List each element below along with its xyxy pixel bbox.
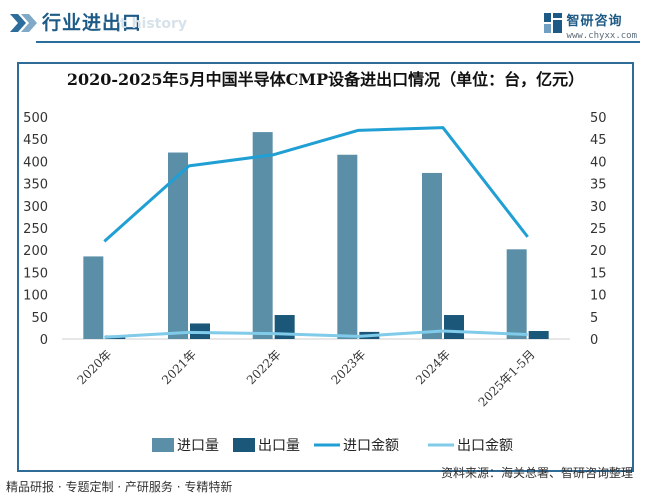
y-left-tick-label: 250 [23, 222, 48, 237]
x-tick-label: 2024年 [413, 347, 453, 387]
y-right-tick-label: 35 [590, 178, 607, 193]
brand-logo-icon [543, 13, 562, 33]
header: 行业进出口 t history 智研咨询 www.chyxx.com [0, 0, 651, 46]
bar-export-volume [444, 315, 464, 339]
x-tick-label: 2020年 [74, 347, 114, 387]
y-left-tick-label: 100 [23, 289, 48, 304]
y-left-tick-label: 0 [40, 333, 48, 348]
bar-import-volume [168, 152, 188, 339]
y-left-tick-label: 450 [23, 133, 48, 148]
y-right-tick-label: 50 [590, 111, 607, 126]
y-right-tick-label: 25 [590, 222, 607, 237]
legend-label: 进口量 [177, 438, 219, 454]
double-chevron-icon [10, 14, 37, 32]
brand-url: www.chyxx.com [566, 31, 637, 41]
y-right-tick-label: 0 [590, 333, 598, 348]
footer-services: 精品研报 · 专题定制 · 产研服务 · 专精特新 [6, 480, 233, 494]
legend-swatch [152, 438, 174, 452]
y-right-tick-label: 45 [590, 133, 607, 148]
header-divider [36, 41, 640, 43]
y-right-tick-label: 40 [590, 155, 607, 170]
y-left-tick-label: 200 [23, 244, 48, 259]
y-right-tick-label: 5 [590, 311, 598, 326]
x-tick-label: 2021年 [159, 347, 199, 387]
x-tick-label: 2022年 [244, 347, 284, 387]
y-left-tick-label: 300 [23, 200, 48, 215]
bar-import-volume [252, 132, 273, 339]
brand: 智研咨询 www.chyxx.com [543, 10, 637, 41]
legend-label: 出口金额 [457, 438, 513, 454]
y-left-tick-label: 150 [23, 266, 48, 281]
bar-import-volume [506, 249, 527, 339]
chart-frame [17, 62, 634, 472]
y-right-axis: 0 5 10 15 20 25 30 35 40 45 50 [590, 111, 607, 348]
footer-source: 资料来源：海关总署、智研咨询整理 [440, 466, 633, 480]
legend-label: 进口金额 [343, 438, 399, 454]
x-tick-label: 2023年 [328, 347, 368, 387]
y-right-tick-label: 10 [590, 289, 607, 304]
bars [83, 132, 549, 339]
bar-export-volume [528, 331, 549, 339]
y-right-tick-label: 15 [590, 266, 607, 281]
brand-name: 智研咨询 [566, 14, 623, 29]
legend: 进口量 出口量 进口金额 出口金额 [152, 438, 513, 454]
y-right-tick-label: 20 [590, 244, 607, 259]
legend-swatch [233, 438, 255, 452]
lines [103, 126, 529, 339]
chart-title: 2020-2025年5月中国半导体CMP设备进出口情况（单位：台，亿元） [66, 70, 585, 89]
x-tick-label: 2025年1-5月 [476, 347, 538, 409]
legend-label: 出口量 [258, 438, 300, 454]
y-left-tick-label: 50 [31, 311, 48, 326]
x-axis: 2020年 2021年 2022年 2023年 2024年 2025年1-5月 [74, 347, 537, 409]
page-title: 行业进出口 [42, 12, 143, 34]
bar-import-volume [337, 154, 358, 339]
line-export-value [104, 329, 528, 339]
bar-import-volume [422, 172, 442, 339]
y-left-tick-label: 500 [23, 111, 48, 126]
line-import-value [103, 126, 529, 243]
y-left-tick-label: 350 [23, 178, 48, 193]
y-left-tick-label: 400 [23, 155, 48, 170]
header-watermark-text: t history [120, 16, 188, 32]
bar-import-volume [83, 256, 104, 339]
y-left-axis: 0 50 100 150 200 250 300 350 400 450 500 [23, 111, 48, 348]
y-right-tick-label: 30 [590, 200, 607, 215]
